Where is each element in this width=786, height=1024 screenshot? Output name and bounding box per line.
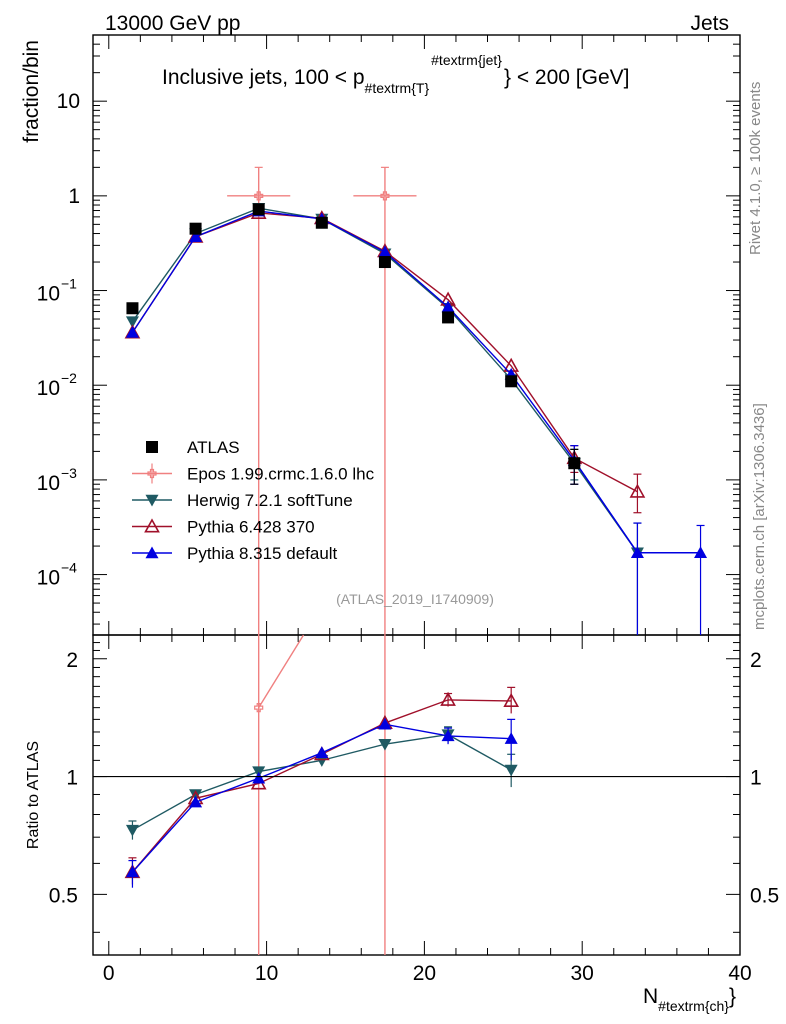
ratio-point: [503, 692, 520, 707]
legend-label: Epos 1.99.crmc.1.6.0 lhc: [187, 465, 375, 484]
ratio-tick-label: 1: [66, 767, 78, 790]
title-tail: } < 200 [GeV]: [504, 66, 630, 89]
data-point: [126, 302, 139, 315]
ratio-layer: [124, 686, 520, 888]
x-label-subscript: #textrm{ch}: [658, 998, 729, 1014]
series-pythia: [125, 204, 708, 635]
legend-marker: [144, 518, 160, 533]
data-point: [125, 316, 139, 329]
x-tick-label: 30: [571, 962, 594, 985]
legend-label: ATLAS: [187, 438, 240, 457]
ratio-point: [125, 865, 139, 878]
ratio-series-herwig: [125, 726, 518, 840]
data-point: [630, 546, 644, 558]
legend-marker: [146, 441, 158, 453]
ratio-point: [125, 824, 139, 837]
data-point: [441, 300, 455, 313]
ratio-panel-frame: [92, 634, 741, 956]
ratio-tick-label-right: 2: [750, 649, 762, 672]
ratio-point: [378, 717, 392, 730]
legend-label: Pythia 6.428 370: [187, 518, 315, 537]
data-point: [378, 256, 391, 269]
legend-item: Herwig 7.2.1 softTune: [132, 491, 353, 510]
header-energy: 13000 GeV pp: [105, 12, 240, 35]
mcplots-label: mcplots.cern.ch [arXiv:1306.3436]: [751, 403, 768, 630]
data-point: [189, 222, 202, 235]
epos-point: [380, 191, 390, 201]
data-point: [442, 311, 455, 324]
y-tick-label-base: 10: [37, 567, 60, 590]
ratio-point: [189, 795, 203, 808]
ratio-tick-label: 0.5: [49, 884, 78, 907]
x-label-tail: }: [729, 985, 736, 1008]
y-tick-label-exponent: −3: [61, 465, 77, 481]
y-tick-label-base: 10: [37, 472, 60, 495]
data-point: [315, 216, 328, 229]
legend-label: Pythia 8.315 default: [187, 544, 338, 563]
y-axis-label: fraction/bin: [20, 40, 43, 143]
ratio-line: [131, 699, 512, 873]
ratio-point: [315, 755, 329, 767]
ratio-point: [189, 789, 203, 801]
ratio-tick-label-right: 0.5: [750, 884, 779, 907]
title-text: Inclusive jets, 100 < p: [162, 66, 365, 89]
x-tick-label: 40: [728, 962, 751, 985]
ratio-point: [441, 729, 455, 742]
y-tick-label: 10: [57, 90, 80, 113]
x-tick-label: 10: [255, 962, 278, 985]
y-tick-label-base: 10: [37, 283, 60, 306]
data-point: [505, 375, 518, 388]
ratio-point: [378, 738, 392, 751]
legend-item: Epos 1.99.crmc.1.6.0 lhc: [132, 463, 375, 484]
ratio-point: [440, 691, 456, 706]
ratio-tick-label-right: 1: [750, 767, 762, 790]
x-label-text: N: [643, 985, 658, 1008]
data-point: [252, 203, 265, 216]
x-tick-label: 20: [413, 962, 436, 985]
epos-ratio-point: [254, 703, 264, 713]
y-tick-label-base: 10: [37, 377, 60, 400]
rivet-label: Rivet 4.1.0, ≥ 100k events: [747, 82, 764, 255]
series-atlas: [126, 203, 581, 485]
legend-label: Herwig 7.2.1 softTune: [187, 491, 353, 510]
data-point: [694, 546, 708, 558]
legend-item: ATLAS: [146, 438, 240, 457]
ratio-series-pythia: [124, 686, 520, 885]
legend-item: Pythia 6.428 370: [132, 518, 315, 537]
epos-ratio-line: [258, 634, 305, 709]
y-tick-label-exponent: −4: [61, 560, 77, 576]
ratio-point: [504, 764, 518, 777]
ratio-point: [504, 732, 518, 744]
legend-marker: [147, 468, 157, 479]
legend-marker: [145, 494, 159, 507]
ratio-point: [252, 771, 266, 784]
y-tick-label-exponent: −1: [61, 276, 77, 292]
ratio-point: [315, 746, 329, 759]
title-subscript: #textrm{T}: [365, 80, 430, 96]
title-superscript: #textrm{jet}: [431, 52, 502, 68]
data-point: [378, 245, 392, 258]
ratio-series-pythia: [125, 717, 518, 888]
header-process: Jets: [690, 12, 729, 35]
y-tick-label-exponent: −2: [61, 370, 77, 386]
ratio-tick-label: 2: [66, 649, 78, 672]
series-line: [573, 460, 639, 554]
legend-marker: [145, 546, 159, 559]
analysis-label: (ATLAS_2019_I1740909): [336, 591, 494, 607]
x-tick-label: 0: [103, 962, 115, 985]
y-tick-label: 1: [68, 185, 80, 208]
ratio-axis-label: Ratio to ATLAS: [25, 741, 42, 849]
data-point: [125, 326, 139, 338]
x-axis-label: N#textrm{ch}}: [643, 985, 736, 1014]
series-layer: [124, 166, 708, 955]
legend-item: Pythia 8.315 default: [132, 544, 338, 563]
epos-point: [254, 191, 264, 201]
data-point: [629, 483, 646, 498]
plot-title: Inclusive jets, 100 < p#textrm{T}#textrm…: [162, 52, 629, 96]
data-point: [568, 457, 581, 470]
data-point: [189, 230, 203, 242]
legend: ATLAS Epos 1.99.crmc.1.6.0 lhc Herwig 7.2.…: [132, 438, 375, 563]
